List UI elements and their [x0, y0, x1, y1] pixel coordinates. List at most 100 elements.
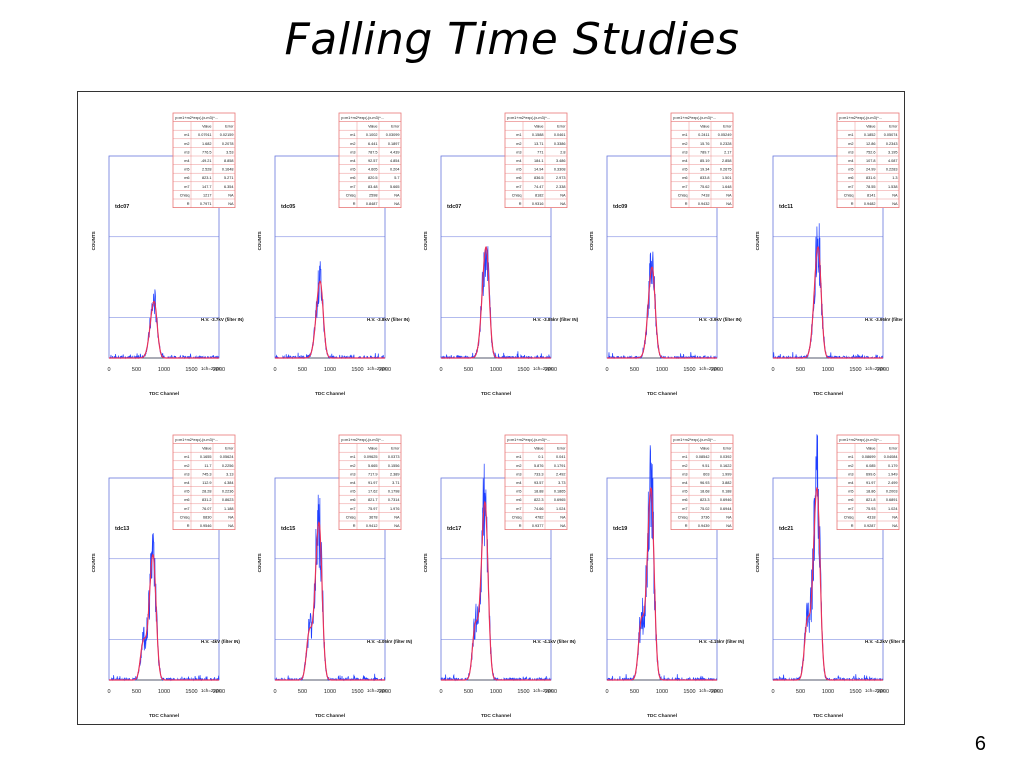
table-cell: NA	[394, 193, 400, 197]
table-cell: m3	[516, 472, 521, 476]
table-cell: m5	[516, 168, 521, 172]
x-tick-label: 2000	[545, 689, 557, 695]
plots-grid: 0 500 1000 1500 2000 TDC Channel COUNTS tdc07 H.…	[91, 112, 904, 719]
table-cell: m2	[516, 464, 521, 468]
table-cell: NA	[394, 524, 400, 528]
table-cell: 0.9482	[864, 202, 876, 206]
table-cell: 1.976	[390, 507, 400, 511]
x-tick-label: 2000	[213, 367, 225, 373]
table-cell: m1	[184, 133, 189, 137]
table-cell: 776.5	[202, 150, 212, 154]
table-cell: NA	[892, 524, 898, 528]
fit-table-border	[504, 112, 568, 208]
fit-curve	[607, 486, 717, 681]
x-axis-label: TDC Channel	[315, 391, 345, 397]
slide-title: Falling Time Studies	[284, 14, 740, 65]
x-tick-label: 500	[630, 689, 639, 695]
table-cell: 4.439	[390, 150, 400, 154]
x-tick-label: 500	[630, 367, 639, 373]
y-axis-label: COUNTS	[423, 553, 428, 572]
x-tick-label: 500	[464, 367, 473, 373]
table-header: Error	[723, 125, 732, 129]
x-tick-label: 0	[771, 367, 774, 373]
table-cell: 836.5	[534, 176, 544, 180]
table-cell: m2	[848, 464, 853, 468]
x-tick-label: 1500	[185, 367, 197, 373]
x-tick-label: 2000	[711, 689, 723, 695]
table-cell: 0.1798	[388, 490, 400, 494]
table-cell: 107.8	[866, 159, 876, 163]
table-cell: 3.882	[722, 481, 732, 485]
table-cell: 147.7	[202, 185, 212, 189]
bin-label: 1ch=25ps	[367, 688, 387, 693]
table-cell: 3.73	[558, 481, 565, 485]
table-cell: m4	[682, 159, 687, 163]
fit-table-border	[338, 434, 402, 530]
data-series	[440, 246, 551, 360]
x-tick-label: 2000	[545, 367, 557, 373]
table-cell: Chisq	[678, 193, 688, 197]
table-cell: 2598	[369, 193, 377, 197]
panel-name: tdc21	[779, 526, 793, 532]
table-cell: m7	[516, 507, 521, 511]
x-tick-label: 1000	[656, 689, 668, 695]
table-cell: 823.1	[202, 176, 212, 180]
table-cell: 0.2675	[720, 168, 732, 172]
x-axis-label: TDC Channel	[647, 713, 677, 719]
table-cell: 2.8	[560, 150, 565, 154]
panel-tdc15-6: 0 500 1000 1500 2000 TDC Channel COUNTS tdc15 H.…	[257, 434, 413, 719]
table-cell: 18.88	[534, 490, 544, 494]
table-cell: NA	[228, 202, 234, 206]
table-header: Value	[202, 447, 211, 451]
fit-table-border	[836, 112, 900, 208]
table-cell: Chisq	[844, 515, 854, 519]
table-cell: 1.949	[888, 472, 898, 476]
table-cell: NA	[726, 515, 732, 519]
table-cell: m6	[848, 498, 853, 502]
table-cell: m1	[516, 133, 521, 137]
table-cell: m1	[184, 455, 189, 459]
table-cell: m4	[848, 481, 853, 485]
table-cell: 8.858	[224, 159, 234, 163]
table-cell: NA	[560, 193, 566, 197]
table-cell: R	[353, 524, 356, 528]
table-cell: 0.9432	[698, 202, 710, 206]
table-cell: 4.384	[224, 481, 234, 485]
table-cell: 28.28	[202, 490, 212, 494]
table-cell: 0.1852	[864, 133, 876, 137]
table-cell: NA	[228, 193, 234, 197]
table-cell: 733.3	[534, 472, 544, 476]
x-axis-label: TDC Channel	[481, 391, 511, 397]
table-header: Value	[700, 125, 709, 129]
x-tick-label: 1000	[822, 689, 834, 695]
table-cell: 3.71	[392, 481, 399, 485]
table-cell: 0.6946	[720, 498, 732, 502]
x-tick-label: 1000	[158, 367, 170, 373]
table-cell: 3.486	[556, 159, 566, 163]
table-cell: m4	[184, 159, 189, 163]
x-tick-label: 0	[771, 689, 774, 695]
table-cell: 8141	[867, 193, 875, 197]
table-cell: m3	[350, 472, 355, 476]
table-cell: m6	[184, 176, 189, 180]
table-cell: 717.9	[368, 472, 378, 476]
table-cell: 3.195	[888, 150, 898, 154]
panel-tdc13-5: 0 500 1000 1500 2000 TDC Channel COUNTS tdc13 H.…	[91, 434, 240, 719]
y-axis-label: COUNTS	[423, 231, 428, 250]
table-cell: 0.7314	[388, 498, 400, 502]
y-axis-label: COUNTS	[91, 553, 96, 572]
table-cell: 83.48	[368, 185, 378, 189]
table-cell: 0.9377	[532, 524, 544, 528]
table-cell: 0.08699	[862, 455, 876, 459]
fit-curve	[773, 246, 883, 359]
table-cell: 1.648	[722, 185, 732, 189]
x-tick-label: 1500	[517, 367, 529, 373]
fit-table-border	[172, 112, 236, 208]
table-cell: 75.62	[700, 185, 710, 189]
table-cell: m3	[350, 150, 355, 154]
panel-tdc19-8: 0 500 1000 1500 2000 TDC Channel COUNTS tdc19 H.…	[589, 434, 745, 719]
x-tick-label: 1500	[351, 689, 363, 695]
table-cell: 3678	[369, 515, 377, 519]
table-cell: 1.3	[892, 176, 897, 180]
table-cell: NA	[394, 515, 400, 519]
